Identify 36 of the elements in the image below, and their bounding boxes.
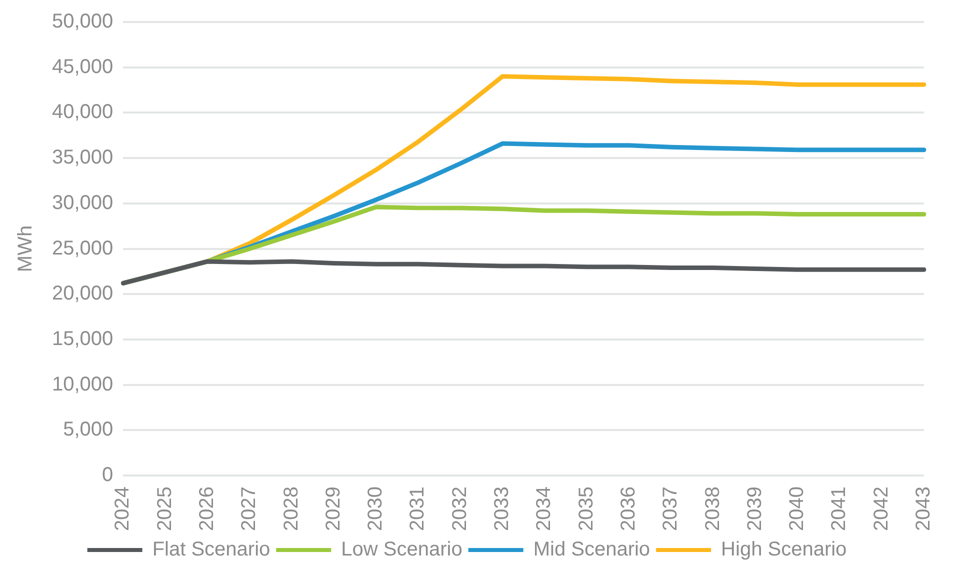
y-tick-label: 25,000 [52, 237, 114, 260]
x-tick-label: 2037 [660, 486, 682, 532]
legend-label: Mid Scenario [533, 538, 650, 561]
y-tick-label: 15,000 [52, 328, 114, 350]
x-tick-label: 2032 [448, 486, 471, 532]
y-tick-label: 45,000 [52, 56, 114, 78]
x-tick-label: 2036 [617, 486, 640, 532]
x-tick-label: 2043 [912, 486, 935, 532]
y-tick-label: 40,000 [52, 101, 114, 124]
legend-label: Low Scenario [341, 538, 462, 561]
x-tick-label: 2024 [112, 486, 134, 532]
y-tick-label: 5,000 [63, 418, 114, 441]
x-tick-label: 2031 [406, 486, 429, 532]
x-tick-label: 2027 [238, 486, 260, 532]
x-tick-label: 2041 [828, 486, 850, 532]
y-tick-label: 30,000 [52, 192, 114, 214]
legend-label: Flat Scenario [152, 538, 270, 561]
y-tick-label: 10,000 [52, 373, 114, 396]
legend-label: High Scenario [721, 538, 847, 561]
x-tick-label: 2033 [491, 486, 514, 532]
x-tick-label: 2026 [196, 486, 218, 532]
x-tick-label: 2040 [786, 486, 808, 532]
x-tick-label: 2028 [280, 486, 302, 532]
y-tick-label: 35,000 [52, 146, 114, 169]
x-tick-label: 2038 [702, 486, 724, 532]
x-tick-label: 2029 [322, 486, 344, 532]
y-tick-label: 50,000 [52, 10, 114, 33]
x-tick-label: 2030 [364, 486, 387, 532]
y-axis-title: MWh [14, 225, 37, 272]
y-tick-label: 20,000 [52, 282, 114, 305]
x-tick-label: 2034 [533, 486, 556, 532]
x-tick-label: 2035 [575, 486, 598, 532]
x-tick-label: 2042 [870, 486, 892, 532]
x-tick-label: 2039 [744, 486, 766, 532]
x-tick-label: 2025 [154, 486, 176, 532]
y-tick-label: 0 [102, 464, 114, 486]
